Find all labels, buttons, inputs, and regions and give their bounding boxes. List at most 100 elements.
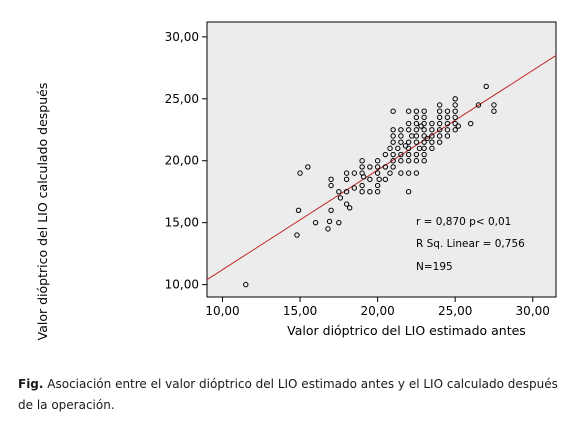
y-axis-label: Valor dióptrico del LIO calculado despué… xyxy=(35,83,50,341)
data-point-102 xyxy=(444,114,451,121)
data-point-25 xyxy=(359,158,365,164)
data-point-70 xyxy=(413,133,420,139)
data-point-7 xyxy=(326,218,333,225)
data-point-56 xyxy=(405,170,412,176)
y-tick-label: 30,00 xyxy=(165,30,199,44)
data-point-30 xyxy=(374,189,381,195)
data-point-10 xyxy=(328,207,334,213)
data-point-54 xyxy=(398,151,404,158)
data-point-73 xyxy=(413,114,420,121)
data-point-6 xyxy=(325,226,331,232)
y-tick-label: 10,00 xyxy=(165,278,199,292)
data-point-88 xyxy=(429,139,435,145)
data-point-115 xyxy=(491,102,497,108)
data-point-29 xyxy=(367,164,373,170)
data-point-100 xyxy=(444,127,451,133)
data-point-110 xyxy=(455,123,461,129)
data-point-77 xyxy=(421,158,427,164)
figure-caption: Fig. Asociación entre el valor dióptrico… xyxy=(18,374,566,416)
x-tick-label: 20,00 xyxy=(360,304,394,318)
data-point-22 xyxy=(359,182,365,189)
data-point-99 xyxy=(444,133,451,139)
data-point-20 xyxy=(351,170,358,176)
x-tick-label: 25,00 xyxy=(438,304,472,318)
data-point-66 xyxy=(413,170,420,176)
data-point-32 xyxy=(374,170,381,176)
data-point-92 xyxy=(436,139,443,145)
data-point-59 xyxy=(405,145,412,152)
data-point-87 xyxy=(429,145,435,152)
data-point-18 xyxy=(347,205,353,211)
data-point-79 xyxy=(421,145,427,152)
y-tick-label: 25,00 xyxy=(165,92,199,106)
data-point-97 xyxy=(436,108,443,114)
caption-label: Fig. xyxy=(18,377,44,391)
data-point-44 xyxy=(390,133,396,139)
data-point-35 xyxy=(376,176,382,183)
data-point-57 xyxy=(405,158,412,164)
scatter-points xyxy=(243,83,497,288)
data-point-64 xyxy=(405,189,412,195)
data-point-50 xyxy=(398,139,404,145)
data-point-84 xyxy=(421,114,427,121)
data-point-106 xyxy=(452,114,458,121)
data-point-96 xyxy=(436,114,443,121)
data-point-62 xyxy=(405,120,412,127)
data-point-95 xyxy=(436,120,443,127)
data-point-36 xyxy=(382,176,389,183)
data-point-9 xyxy=(328,176,334,183)
y-tick-label: 20,00 xyxy=(165,154,199,168)
data-point-113 xyxy=(483,83,489,90)
data-point-53 xyxy=(398,170,404,176)
data-point-28 xyxy=(367,176,373,183)
data-point-74 xyxy=(413,108,420,114)
data-point-4 xyxy=(305,164,311,170)
data-point-33 xyxy=(374,158,381,164)
x-axis-ticks: 10,00 15,00 20,00 25,00 30,00 xyxy=(205,297,550,318)
data-point-11 xyxy=(336,219,342,226)
data-point-60 xyxy=(405,139,412,145)
data-point-78 xyxy=(421,151,427,158)
data-point-114 xyxy=(491,108,497,114)
data-point-61 xyxy=(405,127,412,133)
annotation-r: r = 0,870 p< 0,01 xyxy=(416,216,511,228)
data-point-42 xyxy=(390,151,396,158)
data-point-2 xyxy=(295,207,302,213)
data-point-82 xyxy=(421,127,427,133)
data-point-43 xyxy=(390,139,396,145)
data-point-67 xyxy=(413,158,420,164)
plot-area xyxy=(206,21,557,298)
y-tick-label: 15,00 xyxy=(165,216,199,230)
data-point-104 xyxy=(452,127,458,133)
data-point-0 xyxy=(243,281,249,288)
data-point-16 xyxy=(343,176,350,183)
data-point-94 xyxy=(436,127,443,133)
data-point-49 xyxy=(398,158,404,164)
data-point-72 xyxy=(413,120,420,127)
x-axis-label: Valor dióptrico del LIO estimado antes xyxy=(287,323,526,338)
data-point-5 xyxy=(312,219,319,226)
data-point-98 xyxy=(436,102,443,108)
data-point-21 xyxy=(359,189,365,195)
data-point-26 xyxy=(360,174,367,180)
data-point-34 xyxy=(374,164,381,170)
x-tick-label: 10,00 xyxy=(205,304,239,318)
caption-text: Asociación entre el valor dióptrico del … xyxy=(18,377,558,412)
data-point-107 xyxy=(452,108,458,114)
data-point-48 xyxy=(395,145,401,152)
scatter-chart: 10,00 15,00 20,00 25,00 30,00 10,00 15,00 20,0… xyxy=(35,21,557,341)
fit-line xyxy=(206,55,557,281)
data-point-108 xyxy=(452,102,458,108)
data-point-58 xyxy=(405,151,412,158)
data-point-27 xyxy=(367,189,373,195)
data-point-31 xyxy=(374,182,381,189)
data-point-86 xyxy=(424,135,430,142)
data-point-19 xyxy=(351,185,358,191)
data-point-90 xyxy=(429,127,435,133)
data-point-41 xyxy=(390,158,396,164)
data-point-111 xyxy=(467,120,474,127)
data-point-85 xyxy=(421,108,427,114)
data-point-39 xyxy=(387,145,393,152)
data-point-93 xyxy=(436,133,443,139)
data-point-112 xyxy=(475,102,482,108)
